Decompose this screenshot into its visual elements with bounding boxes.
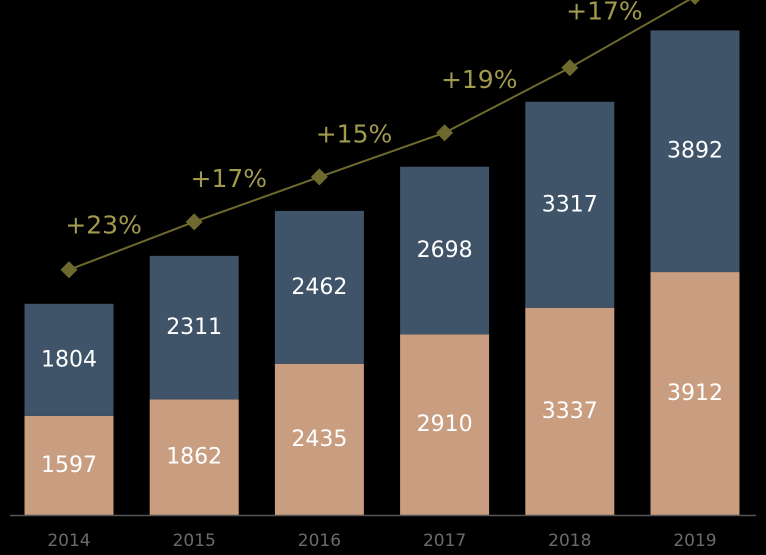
growth-label-2016: +17% — [191, 164, 268, 193]
value-label-bottom-2018: 3337 — [542, 399, 598, 424]
bars-layer — [24, 30, 740, 515]
value-label-top-2018: 3317 — [542, 192, 598, 217]
bar-segment-top-2017 — [400, 166, 490, 335]
growth-labels-layer: +23% +17% +15% +19% +17% — [65, 0, 642, 239]
value-label-top-2015: 2311 — [166, 315, 222, 340]
growth-label-2015: +23% — [65, 210, 142, 239]
trend-marker-2018 — [561, 59, 579, 77]
x-tick-label-2014: 2014 — [47, 531, 90, 551]
value-label-bottom-2015: 1862 — [166, 445, 222, 470]
x-tick-labels: 2014 2015 2016 2017 2018 2019 — [47, 531, 716, 551]
x-tick-label-2016: 2016 — [298, 531, 341, 551]
x-tick-label-2018: 2018 — [548, 531, 591, 551]
bar-segment-top-2019 — [650, 30, 740, 273]
bar-segment-bottom-2014 — [24, 415, 114, 515]
x-tick-label-2017: 2017 — [423, 531, 466, 551]
bar-segment-top-2014 — [24, 303, 114, 416]
trend-marker-2017 — [436, 124, 454, 142]
trend-marker-2019 — [690, 0, 700, 5]
value-label-top-2019: 3892 — [667, 139, 723, 164]
value-label-top-2016: 2462 — [291, 275, 347, 300]
trend-marker-2015 — [185, 213, 203, 231]
value-label-top-2017: 2698 — [417, 238, 473, 263]
growth-trend-line — [68, 0, 691, 271]
bar-segment-bottom-2016 — [274, 363, 364, 515]
value-label-bottom-2016: 2435 — [291, 427, 347, 452]
growth-label-2017: +15% — [316, 119, 393, 148]
value-labels-layer: 1597 1804 1862 2311 2435 2462 2910 2698 3337 3317… — [41, 139, 723, 478]
bar-segment-bottom-2018 — [525, 307, 615, 515]
growth-trend-layer — [60, 0, 700, 279]
value-label-bottom-2017: 2910 — [417, 412, 473, 437]
x-tick-label-2015: 2015 — [173, 531, 216, 551]
trend-marker-2014 — [60, 261, 78, 279]
value-label-bottom-2014: 1597 — [41, 453, 97, 478]
value-label-bottom-2019: 3912 — [667, 381, 723, 406]
bar-segment-top-2018 — [525, 101, 615, 308]
value-label-top-2014: 1804 — [41, 347, 97, 372]
growth-label-2019: +17% — [566, 0, 643, 26]
x-tick-label-2019: 2019 — [673, 531, 716, 551]
bar-segment-bottom-2019 — [650, 272, 740, 515]
trend-marker-2016 — [310, 168, 328, 186]
growth-label-2018: +19% — [441, 65, 518, 94]
bar-segment-top-2015 — [149, 255, 239, 400]
bar-segment-bottom-2017 — [400, 334, 490, 515]
bar-segment-bottom-2015 — [149, 399, 239, 515]
bar-segment-top-2016 — [274, 210, 364, 364]
